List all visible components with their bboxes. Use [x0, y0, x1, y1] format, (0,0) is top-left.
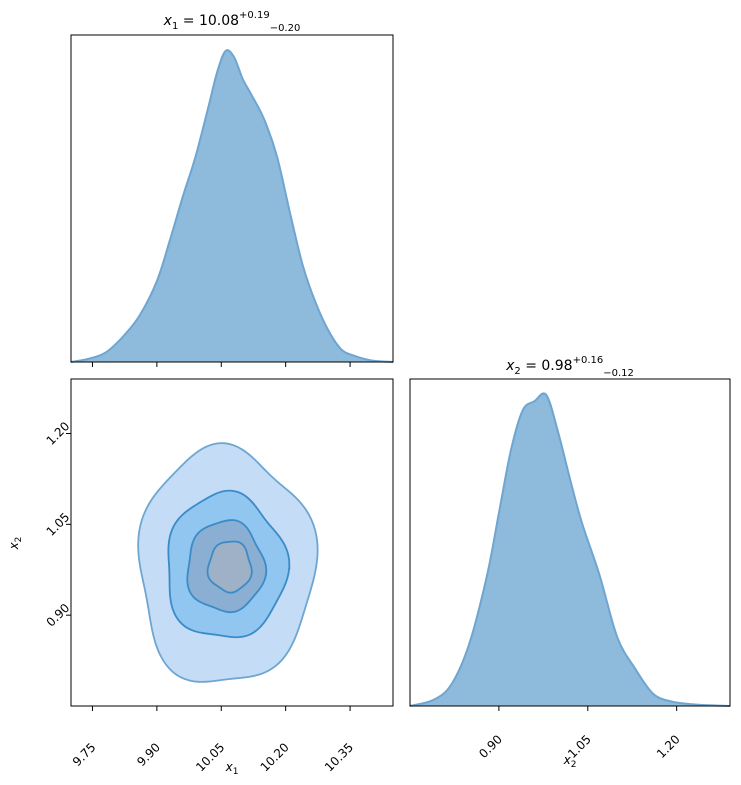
marginal-x1-frame: [70, 34, 394, 363]
x2-xlabel-sub: 2: [571, 760, 577, 770]
title-sub: 1: [172, 21, 178, 32]
marginal-x1-ticks: [91, 362, 351, 367]
title-sub: 2: [514, 366, 520, 377]
marginal-density-line: [409, 392, 731, 707]
title-inf: −0.12: [603, 368, 634, 379]
x-tick-label: 1.20: [654, 732, 683, 761]
joint-x-axis-label: x1: [225, 760, 239, 777]
title-sup: +0.19: [239, 10, 270, 21]
marginal-x2-ticks: 0.90 1.05 1.20: [476, 706, 683, 761]
joint-xlabel-sub: 1: [233, 767, 239, 777]
joint-xlabel-var: x: [225, 760, 234, 774]
title-eq: = 0.98: [521, 358, 573, 374]
joint-ylabel-sub: 2: [14, 537, 24, 543]
title-var: x: [505, 358, 515, 374]
marginal-density-line: [70, 49, 394, 363]
title-inf: −0.20: [270, 23, 301, 34]
title-var: x: [163, 13, 173, 29]
marginal-x1-title: x1 = 10.08+0.19−0.20: [163, 10, 301, 34]
x-tick-label: 10.05: [193, 740, 227, 774]
marginal-x2-x-axis-label: x2: [563, 753, 577, 770]
marginal-x1-panel: x1 = 10.08+0.19−0.20: [70, 10, 394, 367]
marginal-density-fill: [71, 50, 393, 362]
contour-level-4: [206, 540, 253, 594]
joint-x-ticks: 9.75 9.90 10.05 10.20 10.35: [70, 706, 356, 774]
x-tick-label: 9.90: [134, 740, 163, 769]
joint-y-ticks: 0.901.051.20: [44, 419, 73, 629]
x-tick-label: 10.20: [258, 740, 292, 774]
joint-ylabel-var: x: [7, 541, 21, 550]
x2-xlabel-var: x: [563, 753, 572, 767]
marginal-x2-title: x2 = 0.98+0.16 −0.12: [505, 355, 634, 379]
marginal-x2-frame: [409, 378, 731, 707]
title-eq: = 10.08: [178, 13, 239, 29]
joint-contour-layer: [137, 442, 319, 683]
marginal-x2-area-layer: [409, 392, 731, 707]
joint-x1-x2-panel: 9.75 9.90 10.05 10.20 10.35 0.901.051.20 x1 …: [7, 378, 394, 777]
joint-y-axis-label: x2: [7, 537, 24, 551]
x-tick-label: 9.75: [70, 740, 99, 769]
marginal-density-fill: [410, 393, 730, 706]
x-tick-label: 10.35: [322, 740, 356, 774]
marginal-x1-area-layer: [70, 49, 394, 363]
marginal-x2-panel: 0.90 1.05 1.20 x2 = 0.98+0.16−0.12 x2: [409, 355, 731, 770]
joint-frame: [70, 378, 394, 707]
x-tick-label: 0.90: [476, 732, 505, 761]
title-sup: +0.16: [573, 355, 604, 366]
